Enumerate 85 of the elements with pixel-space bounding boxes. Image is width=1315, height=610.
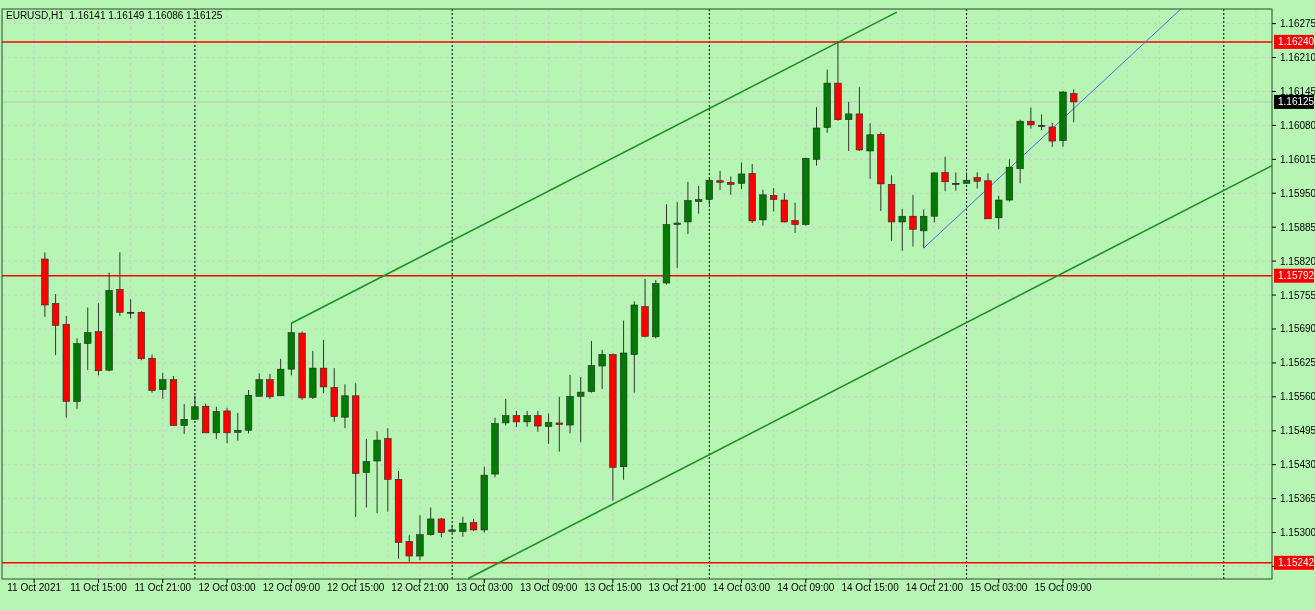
candlestick <box>544 413 553 445</box>
candlestick <box>341 383 349 429</box>
candlestick <box>51 293 60 356</box>
candlestick <box>941 156 949 192</box>
y-tick-label: 1.15885 <box>1280 221 1315 233</box>
y-tick-label: 1.15430 <box>1280 459 1315 471</box>
x-tick-label: 11 Oct 2021 <box>7 582 62 593</box>
ref-line-label: 1.16240 <box>1278 36 1315 48</box>
candlestick <box>577 376 585 443</box>
candlestick <box>448 524 456 534</box>
candlestick <box>684 181 692 235</box>
x-tick-label: 14 Oct 03:00 <box>712 582 771 593</box>
candlestick <box>727 176 735 196</box>
candlestick <box>673 201 681 269</box>
x-tick-label: 12 Oct 21:00 <box>391 582 450 593</box>
candlestick <box>995 195 1003 230</box>
y-tick-label: 1.15625 <box>1280 357 1315 369</box>
ref-line-label: 1.16125 <box>1278 96 1315 108</box>
candlestick <box>791 202 799 234</box>
candlestick <box>952 171 960 192</box>
candlestick <box>234 412 242 442</box>
y-tick-label: 1.15495 <box>1280 425 1315 437</box>
candlestick <box>705 177 713 206</box>
y-tick-label: 1.16275 <box>1280 18 1315 30</box>
candlestick <box>866 122 874 180</box>
candlestick <box>737 161 746 190</box>
x-tick-label: 13 Oct 09:00 <box>519 582 578 593</box>
candlestick <box>598 349 606 390</box>
candlestick <box>1048 122 1056 148</box>
candlestick <box>845 101 853 152</box>
y-tick-label: 1.15820 <box>1280 255 1315 267</box>
candlestick <box>84 307 92 371</box>
candlestick <box>770 187 778 213</box>
x-tick-label: 12 Oct 09:00 <box>262 582 321 593</box>
x-tick-label: 13 Oct 15:00 <box>584 582 642 593</box>
candlestick <box>191 395 199 420</box>
x-tick-label: 14 Oct 21:00 <box>905 582 964 593</box>
y-tick-label: 1.16080 <box>1280 119 1315 131</box>
ref-line-label: 1.15242 <box>1278 557 1315 569</box>
x-tick-label: 15 Oct 03:00 <box>970 582 1028 593</box>
candlestick <box>1070 88 1078 123</box>
candlestick <box>716 170 724 191</box>
x-tick-label: 12 Oct 15:00 <box>327 582 385 593</box>
y-tick-label: 1.15365 <box>1280 493 1315 505</box>
x-tick-label: 13 Oct 03:00 <box>455 582 514 593</box>
y-tick-label: 1.16015 <box>1280 153 1315 165</box>
x-tick-label: 14 Oct 09:00 <box>777 582 835 593</box>
candlestick <box>534 410 542 433</box>
candlestick <box>373 430 381 514</box>
candlestick <box>416 514 424 561</box>
candlestick <box>362 438 371 508</box>
candlestick <box>459 516 467 538</box>
candlestick <box>502 398 510 427</box>
candlestick <box>523 410 531 428</box>
candlestick <box>223 407 231 444</box>
y-tick-label: 1.15690 <box>1280 323 1315 335</box>
candlestick <box>180 403 188 435</box>
candlestick <box>1027 107 1035 130</box>
y-tick-label: 1.16210 <box>1280 52 1315 64</box>
y-tick-label: 1.15755 <box>1280 289 1315 301</box>
x-tick-label: 15 Oct 09:00 <box>1034 582 1093 593</box>
candlestick <box>555 396 563 453</box>
candlestick <box>126 298 135 320</box>
candlestick <box>920 208 928 249</box>
x-tick-label: 13 Oct 21:00 <box>648 582 707 593</box>
candlestick <box>780 192 788 223</box>
x-tick-label: 11 Oct 15:00 <box>70 582 128 593</box>
candlestick <box>159 372 167 400</box>
y-tick-label: 1.15560 <box>1280 391 1315 403</box>
chart-title: EURUSD,H1 1.16141 1.16149 1.16086 1.16125 <box>6 10 223 21</box>
y-tick-label: 1.15300 <box>1280 527 1315 539</box>
x-tick-label: 11 Oct 21:00 <box>134 582 192 593</box>
candlestick <box>909 194 917 247</box>
candlestick <box>212 406 220 440</box>
candlestick <box>266 373 274 400</box>
candlestick <box>695 185 703 215</box>
y-tick-label: 1.15950 <box>1280 187 1315 199</box>
candlestick <box>255 372 263 397</box>
candlestick <box>319 339 328 394</box>
x-tick-label: 12 Oct 03:00 <box>198 582 257 593</box>
y-tick-label: 1.16145 <box>1280 85 1315 97</box>
x-tick-label: 14 Oct 15:00 <box>841 582 900 593</box>
candlestick <box>898 208 906 252</box>
ref-line-label: 1.15792 <box>1278 270 1315 282</box>
candlestick <box>427 506 435 537</box>
